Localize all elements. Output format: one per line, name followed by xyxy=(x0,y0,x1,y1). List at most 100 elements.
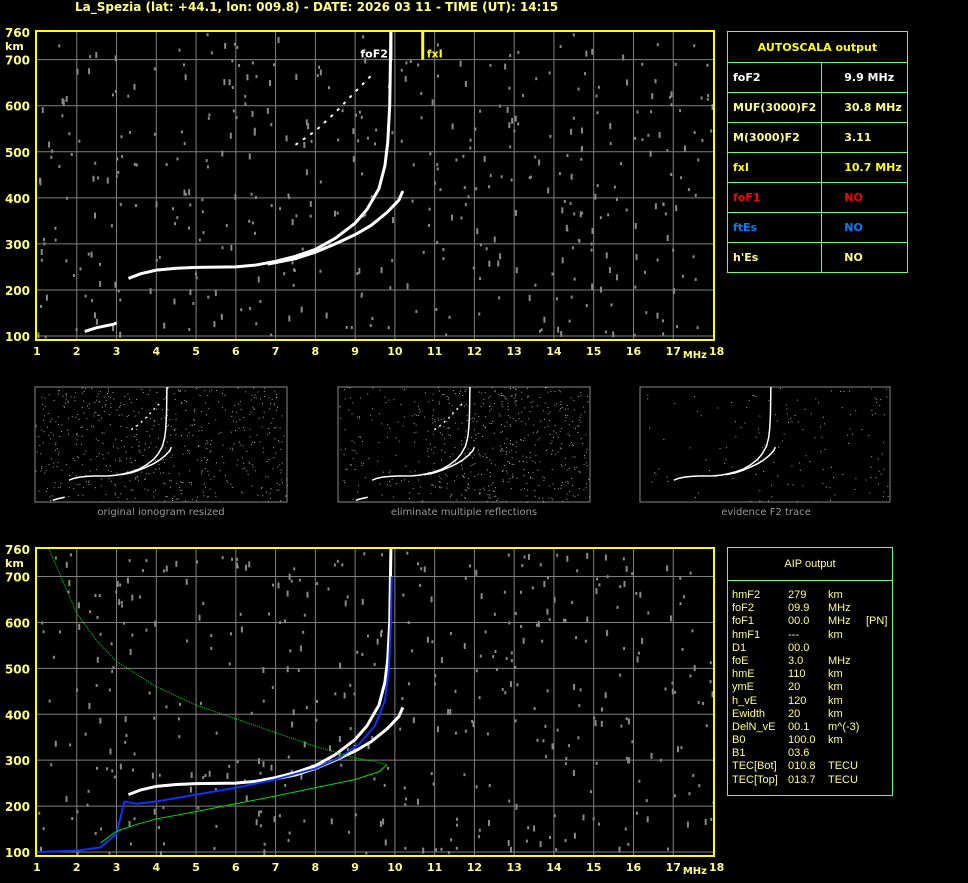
noise-dot xyxy=(636,110,639,114)
noise-dot xyxy=(563,200,566,204)
thumbnail-noise xyxy=(382,471,384,473)
thumbnail-noise xyxy=(232,447,234,449)
thumbnail-noise xyxy=(134,415,136,417)
noise-dot xyxy=(352,128,355,135)
thumbnail-noise xyxy=(874,397,876,399)
y-tick-label: 400 xyxy=(5,192,30,206)
noise-dot xyxy=(114,281,117,288)
noise-dot xyxy=(325,312,328,319)
noise-dot xyxy=(189,289,192,296)
thumbnail-noise xyxy=(520,501,522,503)
thumbnail-noise xyxy=(158,437,160,439)
noise-dot xyxy=(570,128,573,135)
noise-dot xyxy=(704,818,707,825)
noise-dot xyxy=(91,299,94,303)
thumbnail-noise xyxy=(386,484,388,486)
thumbnail-noise xyxy=(777,475,779,477)
thumbnail-noise xyxy=(440,419,442,421)
noise-dot xyxy=(246,74,249,81)
noise-dot xyxy=(641,138,644,142)
noise-dot xyxy=(440,657,443,664)
x-tick-label: 1 xyxy=(33,861,41,874)
noise-dot xyxy=(599,216,602,220)
noise-dot xyxy=(284,783,287,787)
noise-dot xyxy=(380,267,383,274)
thumbnail-noise xyxy=(180,434,182,436)
noise-dot xyxy=(369,323,372,327)
thumbnail-noise xyxy=(871,456,873,458)
thumbnail-noise xyxy=(255,397,257,399)
thumbnail-noise xyxy=(855,410,857,412)
thumbnail-noise xyxy=(471,436,473,438)
y-axis-label: km xyxy=(5,40,24,53)
thumbnail-noise xyxy=(434,419,436,421)
thumbnail-noise xyxy=(509,478,511,480)
thumbnail-noise xyxy=(81,435,83,437)
thumbnail-noise xyxy=(492,501,494,503)
thumbnail-noise xyxy=(93,415,95,417)
thumbnail-noise xyxy=(113,398,115,400)
noise-dot xyxy=(540,328,543,332)
thumbnail-noise xyxy=(491,463,493,465)
noise-dot xyxy=(689,571,692,575)
thumbnail-noise xyxy=(344,398,346,400)
noise-dot xyxy=(609,123,612,130)
noise-dot xyxy=(213,321,216,328)
thumbnail-noise xyxy=(430,492,432,494)
thumbnail-noise xyxy=(560,487,562,489)
aip-cell: 20 xyxy=(788,681,801,694)
noise-dot xyxy=(228,79,231,86)
thumbnail-noise xyxy=(798,421,800,423)
thumbnail-noise xyxy=(500,392,502,394)
thumbnail-noise xyxy=(446,487,448,489)
thumbnail-noise xyxy=(505,470,507,472)
thumbnail-noise xyxy=(546,450,548,452)
noise-dot xyxy=(529,175,532,179)
aip-cell: B0 xyxy=(732,734,746,747)
x-tick-label: 9 xyxy=(351,861,359,874)
noise-dot xyxy=(95,52,98,59)
noise-dot xyxy=(86,803,89,807)
thumbnail-noise xyxy=(848,442,850,444)
thumbnail-noise xyxy=(409,471,411,473)
thumbnail-noise xyxy=(283,435,285,437)
thumbnail-noise xyxy=(444,443,446,445)
thumbnail-noise xyxy=(441,449,443,451)
thumbnail-noise xyxy=(357,484,359,486)
thumbnail-noise xyxy=(163,398,165,400)
thumbnail-noise xyxy=(346,468,348,470)
thumbnail-noise xyxy=(476,421,478,423)
thumbnail-noise xyxy=(144,488,146,490)
noise-dot xyxy=(571,600,574,604)
noise-dot xyxy=(348,830,351,834)
noise-dot xyxy=(636,811,639,815)
autoscala-row: M(3000)F2 3.11 xyxy=(726,122,908,153)
y-tick-label: 300 xyxy=(5,754,30,768)
noise-dot xyxy=(593,716,596,720)
thumbnail-noise xyxy=(269,497,271,499)
noise-dot xyxy=(624,827,627,831)
thumbnail-noise xyxy=(105,404,107,406)
noise-dot xyxy=(87,252,90,256)
thumbnail-noise xyxy=(501,501,503,503)
thumbnail-noise xyxy=(829,487,831,489)
thumbnail-noise xyxy=(647,398,649,400)
thumbnail-noise xyxy=(526,501,528,503)
noise-dot xyxy=(361,598,364,605)
thumbnail-noise xyxy=(94,402,96,404)
noise-dot xyxy=(509,54,512,58)
noise-dot xyxy=(226,773,229,780)
noise-dot xyxy=(432,782,435,786)
thumbnail-noise xyxy=(463,475,465,477)
noise-dot xyxy=(450,838,453,842)
noise-dot xyxy=(625,565,628,572)
noise-dot xyxy=(190,772,193,779)
thumbnail-noise xyxy=(783,433,785,435)
noise-dot xyxy=(514,209,517,216)
x-tick-label: 8 xyxy=(312,345,320,358)
thumbnail-noise xyxy=(174,430,176,432)
thumbnail-noise xyxy=(499,445,501,447)
noise-dot xyxy=(619,673,622,677)
thumbnail-noise xyxy=(504,398,506,400)
thumbnail-noise xyxy=(207,459,209,461)
